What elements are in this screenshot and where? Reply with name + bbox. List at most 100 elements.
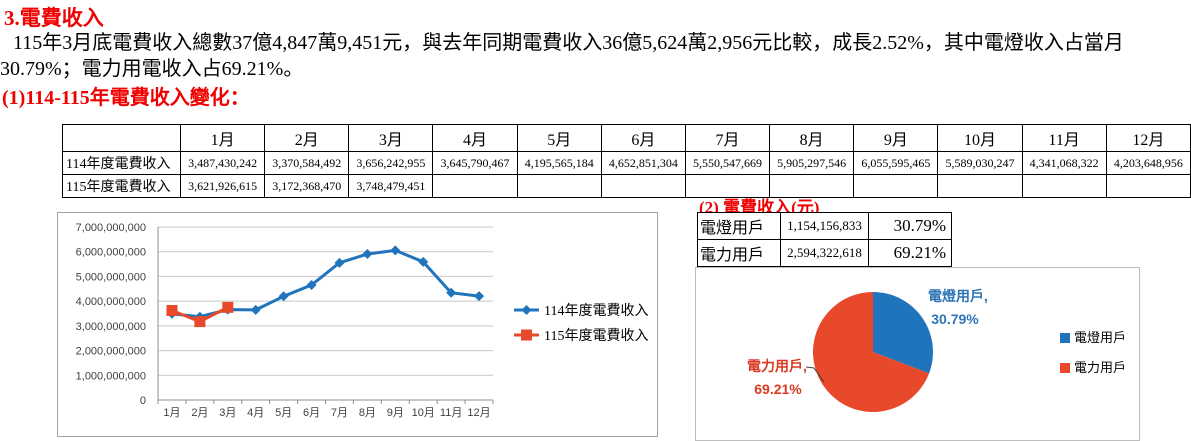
x-axis-label: 1月 [163,407,180,419]
legend-marker [521,305,532,315]
x-axis-label: 3月 [219,407,236,419]
month-header-cell: 2月 [264,124,350,152]
revenue-value-cell: 3,656,242,955 [348,151,434,175]
y-axis-label: 1,000,000,000 [76,370,146,382]
data-point-marker [474,291,485,302]
pie-callout-label: 電力用戶, [747,358,807,374]
pie-callout-percent: 30.79% [931,311,979,327]
revenue-value-cell: 5,589,030,247 [937,151,1023,175]
data-point-marker [306,280,317,291]
y-axis-label: 3,000,000,000 [76,321,146,333]
customer-type-cell: 電力用戶 [697,239,781,267]
revenue-value-cell [516,174,602,198]
revenue-value-cell: 5,905,297,546 [769,151,855,175]
intro-paragraph-line1: 115年3月底電費收入總數37億4,847萬9,451元，與去年同期電費收入36… [13,32,1124,54]
revenue-value-cell: 3,645,790,467 [432,151,518,175]
month-header-cell: 9月 [853,124,939,152]
table-corner-cell [62,124,181,152]
revenue-value-cell [769,174,855,198]
y-axis-label: 2,000,000,000 [76,346,146,358]
revenue-value-cell: 4,203,648,956 [1105,151,1191,175]
amount-cell: 2,594,322,618 [780,239,869,267]
revenue-value-cell [1105,174,1191,198]
revenue-value-cell: 4,652,851,304 [600,151,686,175]
x-axis-label: 5月 [275,407,292,419]
revenue-value-cell: 3,172,368,470 [264,174,350,198]
pie-chart: 電燈用戶, 30.79% 電力用戶, 69.21% 電燈用戶電力用戶 [695,267,1140,441]
x-axis-label: 8月 [359,407,376,419]
month-header-cell: 10月 [937,124,1023,152]
data-point-marker [446,287,457,298]
page-title: 3.電費收入 [4,6,104,30]
month-header-cell: 12月 [1105,124,1191,152]
data-point-marker [250,304,261,315]
x-axis-label: 7月 [331,407,348,419]
legend-label: 電力用戶 [1074,360,1126,375]
series-line [171,248,480,319]
percent-cell: 30.79% [868,212,952,240]
data-point-marker [278,291,289,302]
line-chart: 0 1,000,000,000 2,000,000,000 3,000,000,000… [57,212,658,437]
summary-row: 電燈用戶 1,154,156,833 30.79% [697,212,952,240]
legend-label: 電燈用戶 [1074,330,1126,345]
month-header-cell: 1月 [179,124,266,152]
legend-marker [521,329,532,341]
y-axis-label: 0 [140,395,146,407]
x-axis-label: 4月 [247,407,264,419]
intro-paragraph-line2: 30.79%；電力用電收入占69.21%。 [0,58,304,80]
month-header-cell: 4月 [432,124,518,152]
summary-row: 電力用戶 2,594,322,618 69.21% [697,239,952,267]
revenue-value-cell: 5,550,547,669 [684,151,771,175]
row-label-cell: 115年度電費收入 [62,174,181,198]
intro-paragraph: 115年3月底電費收入總數37億4,847萬9,451元，與去年同期電費收入36… [0,30,1191,82]
y-axis-label: 4,000,000,000 [76,296,146,308]
x-axis-label: 6月 [303,407,320,419]
line-chart-svg: 0 1,000,000,000 2,000,000,000 3,000,000,000… [76,222,649,419]
revenue-summary-table: 電燈用戶 1,154,156,833 30.79% 電力用戶 2,594,322,618… [697,212,952,267]
month-header-cell: 11月 [1021,124,1107,152]
month-header-cell: 5月 [516,124,602,152]
callout-leader-line [805,366,825,383]
amount-cell: 1,154,156,833 [780,212,869,240]
month-header-cell: 7月 [684,124,771,152]
pie-slice [813,292,930,412]
data-point-marker [222,301,234,313]
month-header-cell: 6月 [600,124,686,152]
month-header-cell: 8月 [769,124,855,152]
data-point-marker [390,245,401,256]
pie-slice [873,292,933,374]
x-axis-label: 10月 [412,407,435,419]
y-axis-label: 6,000,000,000 [76,247,146,259]
revenue-value-cell [1021,174,1107,198]
y-axis-label: 5,000,000,000 [76,271,146,283]
table-row: 114年度電費收入 3,487,430,242 3,370,584,492 3,656… [62,151,1191,175]
revenue-value-cell [937,174,1023,198]
revenue-value-cell [853,174,939,198]
row-label-cell: 114年度電費收入 [62,151,181,175]
month-header-cell: 3月 [348,124,434,152]
revenue-value-cell: 4,195,565,184 [516,151,602,175]
revenue-value-cell: 3,748,479,451 [348,174,434,198]
table-row: 115年度電費收入 3,621,926,615 3,172,368,470 3,748… [62,174,1191,198]
monthly-revenue-table: 1月 2月 3月 4月 5月 6月 7月 8月 9月 10月 11月 12月 114年度電費收入 3,48… [62,124,1191,198]
legend-marker [1060,363,1070,373]
x-axis-label: 12月 [467,407,490,419]
revenue-value-cell: 4,341,068,322 [1021,151,1107,175]
pie-callout-label: 電燈用戶, [928,288,988,304]
data-point-marker [362,249,373,260]
data-point-marker [334,257,345,268]
data-point-marker [194,316,206,328]
revenue-value-cell [600,174,686,198]
data-point-marker [166,304,178,316]
revenue-value-cell [684,174,771,198]
legend-marker [1060,333,1070,343]
revenue-value-cell: 3,621,926,615 [179,174,266,198]
revenue-value-cell: 6,055,595,465 [853,151,939,175]
customer-type-cell: 電燈用戶 [697,212,781,240]
pie-callout-percent: 69.21% [754,381,802,397]
y-axis-label: 7,000,000,000 [76,222,146,234]
data-point-marker [418,256,429,267]
percent-cell: 69.21% [868,239,952,267]
x-axis-label: 9月 [387,407,404,419]
